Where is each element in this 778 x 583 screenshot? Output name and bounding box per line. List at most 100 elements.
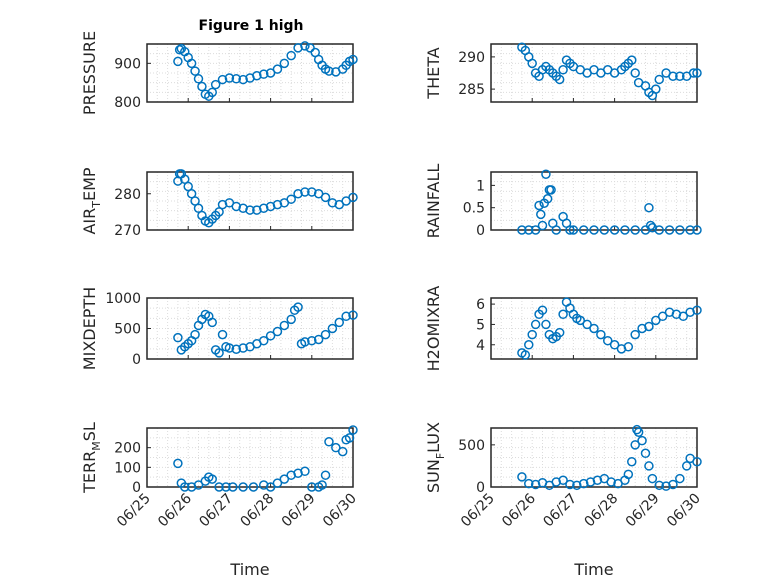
data-point bbox=[536, 209, 546, 220]
data-point bbox=[231, 201, 242, 212]
y-tick-label: 5 bbox=[476, 317, 485, 333]
data-point bbox=[668, 71, 678, 81]
subplot-theta: 285 290 THETA bbox=[424, 42, 702, 103]
data-point bbox=[190, 66, 200, 76]
y-axis-label: PRESSURE bbox=[80, 31, 99, 115]
data-point bbox=[258, 203, 269, 213]
data-point bbox=[651, 315, 661, 326]
data-point bbox=[524, 340, 534, 350]
data-point bbox=[279, 474, 290, 484]
data-point bbox=[633, 427, 644, 437]
data-point bbox=[685, 225, 695, 235]
y-tick-label: 1000 bbox=[105, 291, 141, 307]
data-point bbox=[214, 348, 224, 358]
data-point bbox=[344, 433, 355, 443]
data-point bbox=[193, 480, 204, 490]
y-tick-label: 500 bbox=[458, 438, 485, 454]
data-point bbox=[272, 64, 283, 74]
data-point bbox=[551, 477, 561, 487]
data-point bbox=[252, 205, 262, 215]
data-point bbox=[678, 311, 689, 322]
y-tick-label: 1 bbox=[476, 178, 485, 194]
data-point bbox=[585, 477, 596, 487]
data-point bbox=[207, 317, 217, 328]
data-point bbox=[300, 337, 310, 347]
data-point bbox=[654, 74, 664, 85]
data-point bbox=[551, 225, 561, 235]
data-point bbox=[272, 326, 283, 337]
data-point bbox=[664, 225, 675, 235]
axes-box bbox=[490, 171, 698, 231]
data-point bbox=[348, 425, 358, 435]
x-axis-label: Time bbox=[573, 560, 613, 579]
data-point bbox=[596, 329, 606, 340]
data-point bbox=[190, 329, 200, 340]
subplot-mixdepth: 0 500 1000 MIXDEPTH bbox=[80, 287, 358, 370]
data-point bbox=[231, 344, 242, 354]
data-point bbox=[307, 187, 317, 197]
data-point bbox=[207, 474, 217, 484]
y-tick-label: 270 bbox=[114, 223, 141, 239]
data-point bbox=[331, 442, 341, 453]
data-point bbox=[575, 315, 586, 326]
data-point bbox=[317, 480, 327, 490]
data-point bbox=[675, 473, 685, 484]
x-tick-label: 06/30 bbox=[664, 491, 704, 531]
y-axis-label: TERRMSL bbox=[80, 422, 103, 494]
data-point bbox=[640, 448, 651, 459]
data-point bbox=[668, 479, 678, 490]
data-point bbox=[272, 478, 283, 488]
y-tick-label: 0 bbox=[476, 223, 485, 239]
data-point bbox=[327, 198, 338, 208]
data-point bbox=[341, 311, 351, 322]
data-point bbox=[307, 482, 317, 492]
y-axis-label: AIRTEMP bbox=[80, 167, 103, 234]
data-point bbox=[609, 340, 620, 350]
data-point bbox=[228, 482, 238, 492]
axes-box bbox=[490, 297, 698, 360]
data-point bbox=[313, 334, 324, 345]
data-point bbox=[300, 187, 310, 197]
data-point bbox=[632, 424, 642, 435]
x-tick-label: 06/26 bbox=[155, 490, 195, 530]
data-point bbox=[675, 71, 685, 81]
data-point bbox=[661, 481, 671, 491]
x-tick-label: 06/28 bbox=[238, 491, 278, 531]
subplot-h2omixra: 4 5 6 H2OMIXRA bbox=[424, 286, 702, 372]
data-point bbox=[348, 192, 358, 203]
data-point bbox=[348, 310, 358, 320]
data-point bbox=[517, 472, 527, 482]
data-point bbox=[265, 68, 276, 78]
data-point bbox=[582, 319, 592, 330]
data-point bbox=[300, 466, 310, 477]
data-point bbox=[530, 479, 541, 490]
data-point bbox=[692, 305, 702, 315]
data-point bbox=[527, 58, 537, 69]
data-point bbox=[542, 194, 553, 204]
data-point bbox=[324, 66, 334, 76]
data-point bbox=[558, 65, 568, 75]
data-point bbox=[537, 220, 548, 231]
data-point bbox=[657, 311, 668, 322]
y-tick-label: 0 bbox=[476, 480, 485, 496]
y-tick-label: 4 bbox=[476, 338, 485, 354]
data-point bbox=[231, 74, 242, 84]
y-axis-label: H2OMIXRA bbox=[424, 286, 443, 372]
data-point bbox=[609, 225, 620, 235]
data-point bbox=[554, 74, 565, 85]
data-point bbox=[320, 192, 331, 203]
data-point bbox=[644, 321, 654, 332]
data-point bbox=[258, 69, 269, 79]
x-tick-label: 06/25 bbox=[458, 491, 498, 531]
data-point bbox=[207, 87, 217, 98]
data-point bbox=[279, 320, 290, 331]
data-point bbox=[692, 456, 702, 467]
y-tick-label: 0 bbox=[132, 352, 141, 368]
y-axis-label: SUNFLUX bbox=[424, 422, 447, 493]
data-point bbox=[248, 482, 259, 492]
data-point bbox=[286, 314, 296, 325]
data-point bbox=[558, 475, 568, 486]
data-point bbox=[630, 440, 640, 450]
data-point bbox=[224, 343, 235, 353]
